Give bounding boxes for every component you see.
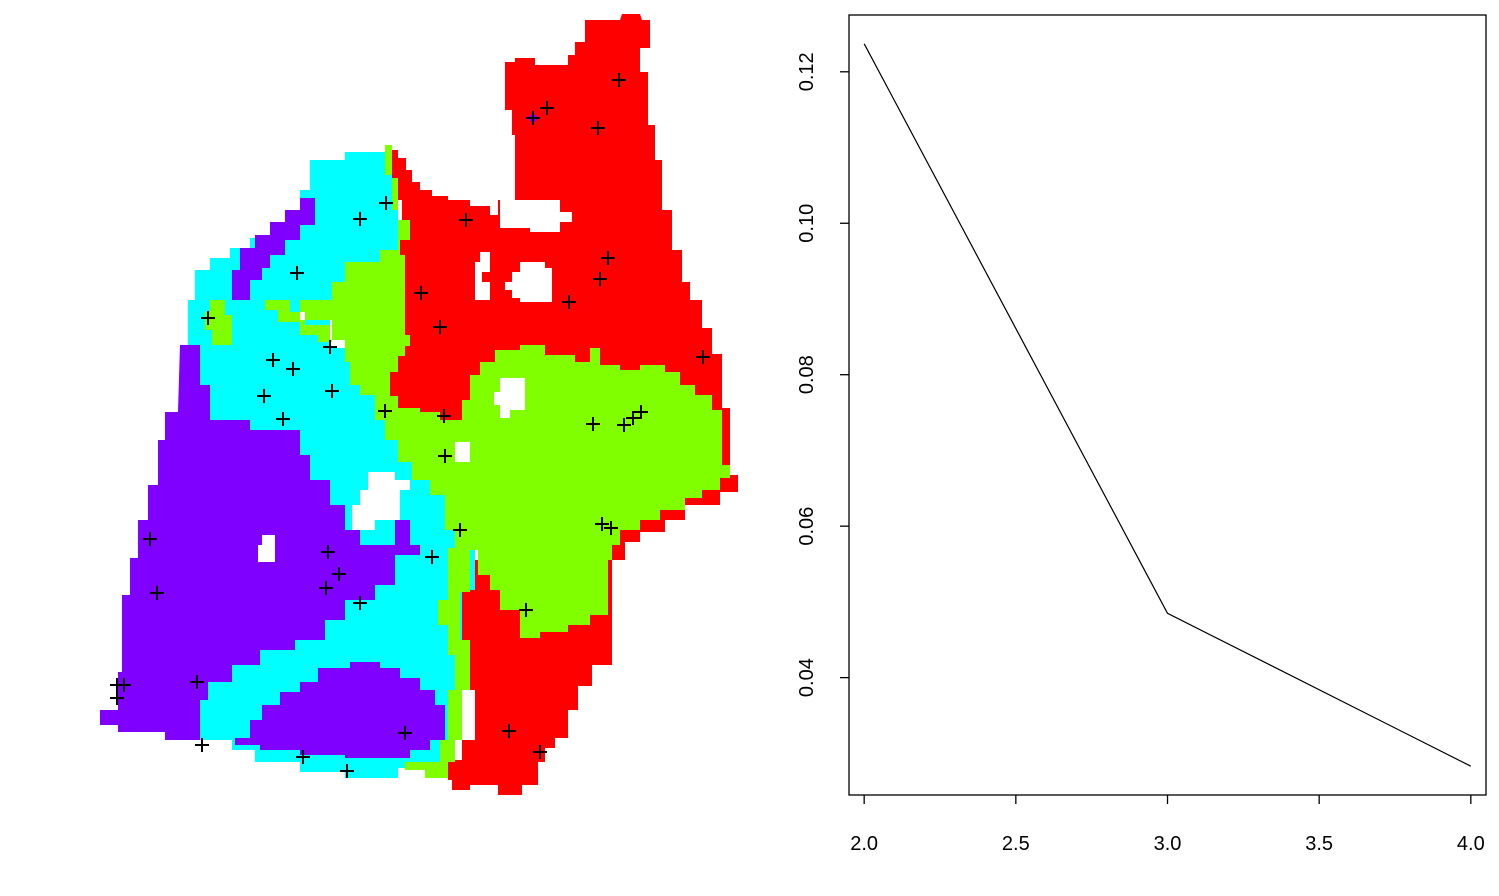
missing-area [352, 472, 410, 530]
x-tick-label: 3.5 [1305, 833, 1333, 855]
sample-marker [398, 726, 412, 740]
sample-marker [612, 73, 626, 87]
sample-marker [526, 111, 540, 125]
sample-marker [437, 409, 451, 423]
y-tick-label: 0.08 [796, 355, 818, 394]
sample-marker [533, 745, 547, 759]
cluster-region-green [265, 145, 730, 778]
y-tick-label: 0.10 [796, 204, 818, 243]
missing-area [494, 378, 525, 418]
y-tick-label: 0.06 [796, 507, 818, 546]
plot-frame [848, 14, 1487, 796]
sample-marker [586, 417, 600, 431]
cluster-region-purple-main [100, 345, 420, 740]
x-tick-label: 4.0 [1457, 833, 1485, 855]
x-axis: 2.0 2.5 3.0 3.5 4.0 [850, 795, 1485, 855]
sample-marker [150, 586, 164, 600]
sample-marker [593, 272, 607, 286]
cluster-map [100, 14, 738, 795]
sample-marker [595, 517, 609, 531]
sample-markers [110, 73, 710, 778]
sample-marker [617, 418, 631, 432]
sample-marker [601, 251, 615, 265]
sample-marker [433, 320, 447, 334]
sample-marker [332, 567, 346, 581]
sample-marker [562, 295, 576, 309]
sample-marker [696, 350, 710, 364]
sample-marker [323, 340, 337, 354]
cluster-region-green-west [205, 300, 232, 345]
sample-marker [319, 581, 333, 595]
missing-area [475, 252, 490, 300]
x-tick-label: 3.0 [1154, 833, 1182, 855]
sample-marker [266, 353, 280, 367]
sample-marker [353, 212, 367, 226]
sample-marker [276, 412, 290, 426]
sample-marker [379, 196, 393, 210]
sample-marker [340, 764, 354, 778]
sample-marker [634, 405, 648, 419]
x-tick-label: 2.0 [850, 833, 878, 855]
sample-marker [414, 286, 428, 300]
sample-marker [190, 675, 204, 689]
sample-marker [143, 532, 157, 546]
sample-marker [540, 101, 554, 115]
y-tick-label: 0.12 [796, 52, 818, 91]
sample-marker [195, 738, 209, 752]
sample-marker [519, 603, 533, 617]
sample-marker [459, 213, 473, 227]
missing-area [455, 442, 470, 462]
sample-marker [425, 550, 439, 564]
sample-marker [290, 266, 304, 280]
sample-marker [502, 724, 516, 738]
cluster-region-purple-south [235, 662, 445, 758]
sample-marker [626, 411, 640, 425]
missing-area [500, 200, 572, 232]
sample-marker [378, 404, 392, 418]
sample-marker [591, 121, 605, 135]
missing-area [505, 262, 552, 302]
cluster-region-cyan [188, 152, 495, 778]
x-tick-label: 2.5 [1002, 833, 1030, 855]
y-tick-label: 0.04 [796, 658, 818, 697]
sample-marker [438, 449, 452, 463]
sample-marker [353, 596, 367, 610]
missing-area [258, 535, 275, 562]
series-line [863, 43, 1472, 767]
sample-marker [110, 691, 124, 705]
sample-marker [321, 545, 335, 559]
sample-marker [325, 384, 339, 398]
sample-marker [604, 521, 618, 535]
line-plot: 2.0 2.5 3.0 3.5 4.0 0.04 0.06 0.08 0.10 0.12 [796, 14, 1487, 855]
sample-marker [286, 362, 300, 376]
y-axis: 0.04 0.06 0.08 0.10 0.12 [796, 52, 849, 697]
sample-marker [257, 389, 271, 403]
sample-marker [453, 523, 467, 537]
sample-marker [201, 311, 215, 325]
sample-marker [296, 750, 310, 764]
sample-marker [117, 678, 131, 692]
cluster-region-purple [232, 198, 315, 300]
